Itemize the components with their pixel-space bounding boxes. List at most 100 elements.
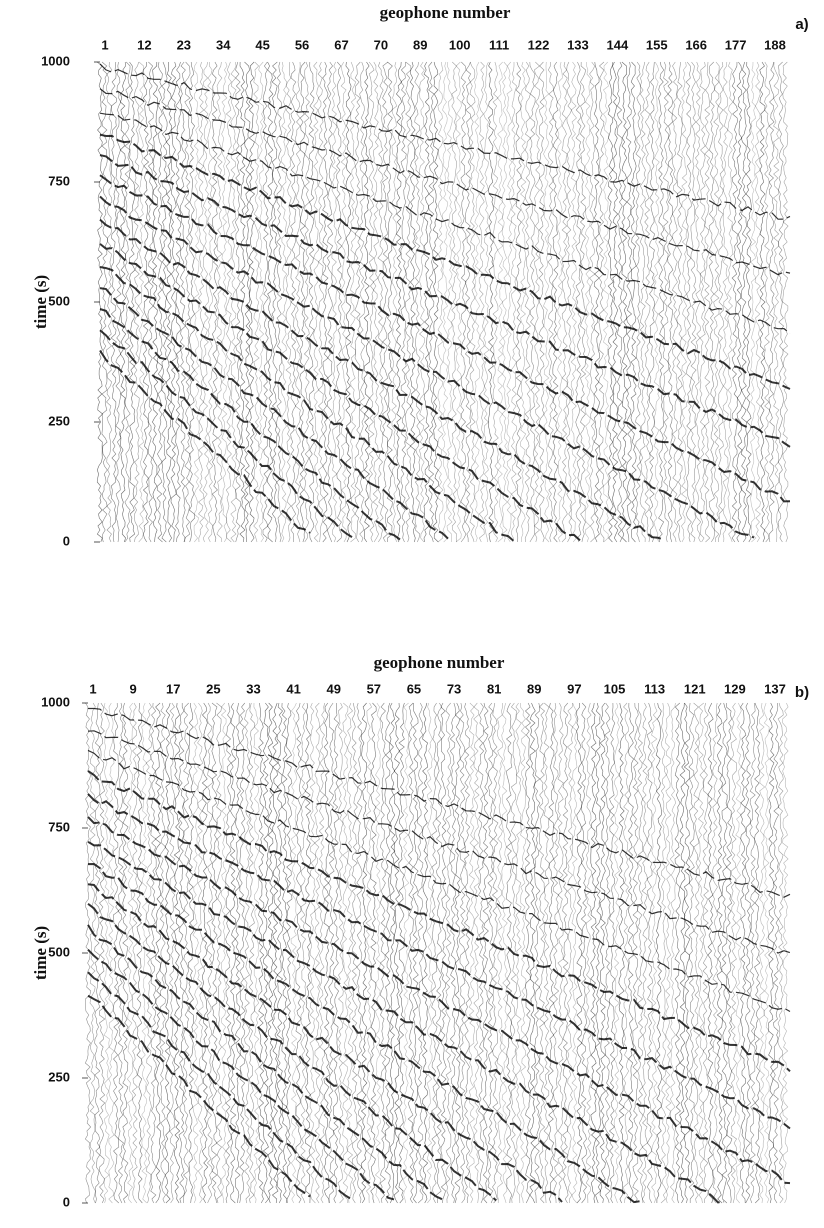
trace: [616, 61, 623, 543]
trace: [529, 61, 536, 543]
trace: [782, 702, 789, 1204]
trace: [216, 61, 223, 543]
trace: [681, 61, 688, 543]
trace: [239, 702, 246, 1204]
y-tick-label: 500: [48, 293, 70, 308]
trace: [440, 702, 447, 1204]
trace: [384, 702, 391, 1204]
arrival: [87, 924, 443, 1201]
trace: [187, 702, 195, 1204]
trace: [414, 61, 421, 543]
trace: [594, 702, 602, 1204]
trace: [356, 702, 363, 1204]
trace: [589, 61, 596, 543]
trace: [618, 702, 625, 1204]
trace: [730, 702, 738, 1204]
trace: [641, 702, 649, 1204]
trace: [351, 702, 358, 1204]
trace: [131, 702, 138, 1204]
trace: [604, 702, 611, 1204]
trace: [435, 702, 443, 1204]
trace: [662, 61, 669, 543]
trace: [211, 702, 218, 1204]
trace: [393, 702, 400, 1204]
x-tick-label: 1: [89, 681, 96, 696]
trace: [326, 61, 334, 543]
trace: [570, 61, 577, 543]
trace: [94, 702, 101, 1204]
trace: [220, 61, 228, 543]
trace: [253, 702, 260, 1204]
trace: [575, 61, 582, 543]
arrival: [99, 154, 791, 448]
trace: [403, 702, 410, 1204]
trace: [360, 702, 368, 1204]
trace: [379, 702, 387, 1204]
trace: [445, 702, 452, 1204]
trace: [608, 702, 616, 1204]
trace: [548, 702, 555, 1204]
trace: [679, 702, 686, 1204]
x-tick-label: 111: [489, 37, 509, 52]
trace: [248, 61, 256, 543]
trace: [225, 61, 232, 543]
trace: [763, 702, 770, 1204]
trace: [506, 61, 513, 543]
x-tick-label: 177: [725, 37, 747, 52]
x-tick-label: 57: [367, 681, 381, 696]
trace: [220, 702, 227, 1204]
trace: [300, 702, 307, 1204]
trace: [318, 702, 326, 1204]
trace: [159, 702, 167, 1204]
trace: [557, 702, 564, 1204]
trace: [322, 61, 329, 543]
trace: [693, 702, 700, 1204]
trace: [133, 61, 140, 543]
trace: [483, 61, 490, 543]
trace: [496, 702, 503, 1204]
trace: [108, 702, 115, 1204]
trace: [669, 702, 677, 1204]
arrival: [87, 883, 563, 1203]
trace: [613, 702, 620, 1204]
x-tick-label: 33: [246, 681, 260, 696]
trace: [243, 703, 251, 1204]
trace: [676, 61, 683, 543]
trace: [164, 702, 171, 1204]
trace: [124, 61, 131, 543]
x-tick-label: 89: [527, 681, 541, 696]
trace: [405, 61, 412, 543]
trace: [627, 702, 635, 1203]
trace: [426, 702, 433, 1204]
trace: [156, 61, 163, 543]
arrival: [87, 971, 353, 1201]
trace: [142, 61, 150, 543]
trace: [395, 61, 403, 543]
trace: [147, 61, 154, 543]
trace: [145, 702, 152, 1204]
trace: [585, 702, 592, 1204]
trace: [98, 702, 106, 1204]
trace: [122, 702, 129, 1204]
trace: [566, 702, 574, 1203]
arrival: [87, 770, 791, 1073]
arrival: [99, 308, 401, 541]
trace: [665, 702, 672, 1204]
trace: [660, 702, 667, 1204]
trace: [211, 61, 219, 543]
trace: [215, 702, 223, 1204]
x-tick-label: 49: [326, 681, 340, 696]
trace: [599, 702, 607, 1204]
trace: [368, 61, 375, 543]
trace: [637, 703, 644, 1204]
trace: [313, 61, 320, 543]
trace: [653, 61, 660, 543]
trace: [198, 61, 205, 543]
trace: [117, 702, 124, 1204]
arrival: [99, 195, 755, 539]
trace: [398, 702, 405, 1204]
trace: [207, 62, 214, 543]
x-axis-title: geophone number: [374, 653, 505, 672]
trace: [598, 61, 605, 543]
arrival: [87, 948, 395, 1201]
